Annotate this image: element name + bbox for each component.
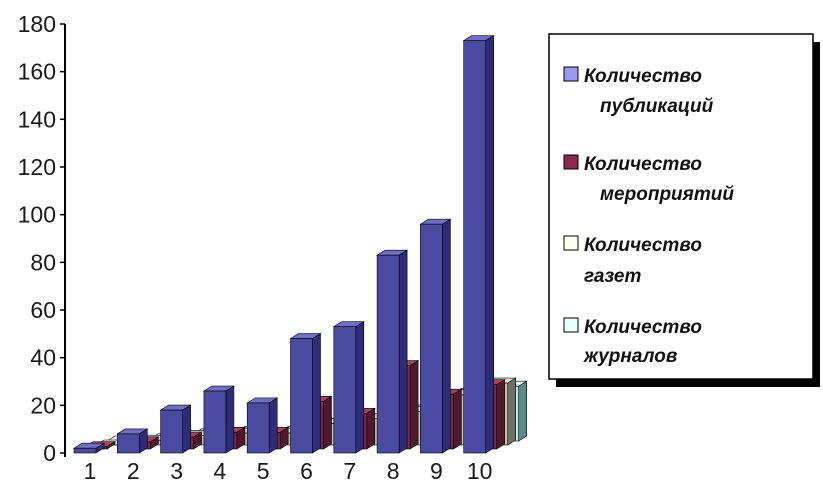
y-tick-label: 40 (30, 345, 56, 371)
bar (419, 218, 452, 454)
legend: Количество публикаций Количество меропри… (548, 33, 820, 387)
legend-swatch-magazines (563, 317, 579, 333)
bar (462, 35, 495, 454)
x-tick-label: 10 (467, 458, 493, 484)
x-tick-label: 9 (430, 458, 443, 484)
bar (332, 321, 365, 454)
legend-swatch-publications (563, 66, 579, 82)
x-tick-label: 1 (84, 458, 97, 484)
legend-entry-events-line1: Количество (584, 154, 702, 175)
legend-entry-events-line2: мероприятий (600, 184, 734, 205)
legend-swatch-events (563, 154, 579, 170)
y-tick-label: 120 (18, 154, 56, 180)
y-tick-label: 100 (18, 202, 56, 228)
y-tick-label: 180 (18, 11, 56, 37)
legend-entry-newspapers-line2: газет (584, 266, 641, 287)
x-tick-label: 8 (387, 458, 400, 484)
x-tick-label: 6 (300, 458, 313, 484)
x-axis-ticks: 1 2 3 4 5 6 7 8 9 10 (84, 458, 493, 484)
x-tick-label: 7 (343, 458, 356, 484)
x-tick-label: 2 (127, 458, 140, 484)
y-axis-ticks: 0 20 40 60 80 100 120 140 160 180 (18, 11, 65, 466)
x-tick-label: 5 (257, 458, 270, 484)
legend-entry-publications-line2: публикаций (600, 96, 714, 117)
bar (246, 397, 279, 454)
y-tick-label: 140 (18, 106, 56, 132)
x-tick-label: 3 (170, 458, 183, 484)
y-tick-label: 20 (30, 392, 56, 418)
x-tick-label: 4 (214, 458, 227, 484)
bar (116, 428, 149, 454)
bar (72, 442, 106, 454)
bar (289, 333, 322, 454)
bars (72, 35, 528, 454)
y-tick-label: 160 (18, 59, 56, 85)
legend-entry-publications-line1: Количество (584, 66, 702, 87)
legend-box (548, 33, 814, 380)
bar (159, 404, 192, 454)
legend-entry-magazines-line1: Количество (584, 317, 702, 338)
legend-entry-magazines-line2: журналов (583, 346, 677, 367)
bar (376, 249, 409, 454)
legend-entry-newspapers-line1: Количество (584, 235, 702, 256)
bar (202, 385, 235, 454)
y-tick-label: 80 (30, 249, 56, 275)
y-tick-label: 60 (30, 297, 56, 323)
legend-swatch-newspapers (563, 235, 579, 251)
y-tick-label: 0 (43, 440, 56, 466)
